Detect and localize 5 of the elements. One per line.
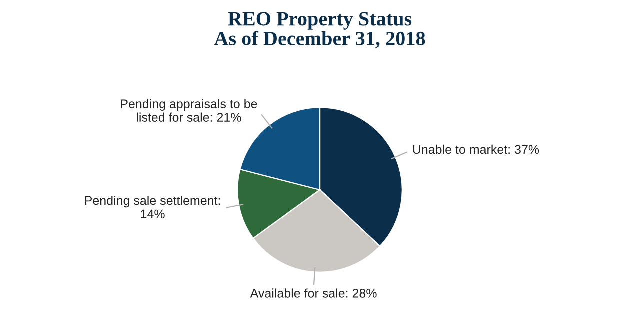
slice-label: Unable to market: 37% [413,144,540,154]
chart-title: REO Property Status As of December 31, 2018 [214,12,426,48]
slice-label: Available for sale: 28% [250,288,377,298]
slice-label: Pending appraisals to be listed for sale: 21% [121,99,258,122]
slice-label: Pending sale settlement: 14% [85,196,220,219]
